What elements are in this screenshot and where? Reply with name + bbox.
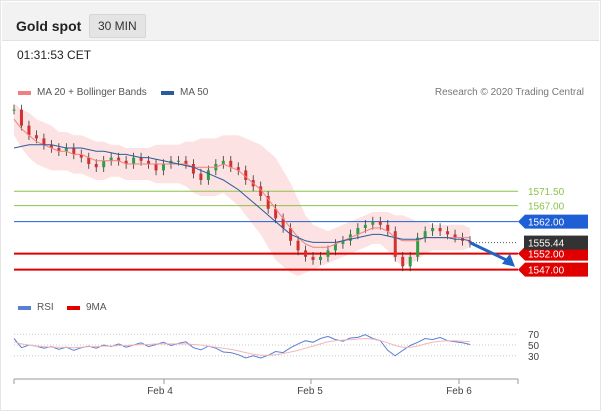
candle-body bbox=[206, 170, 210, 180]
candle-body bbox=[147, 160, 151, 164]
candle-body bbox=[274, 208, 278, 219]
ma20-swatch bbox=[18, 90, 31, 95]
candle-body bbox=[27, 125, 31, 136]
credit-text: Research © 2020 Trading Central bbox=[434, 87, 584, 98]
candle-body bbox=[333, 244, 337, 251]
candle-body bbox=[124, 160, 128, 164]
candle-body bbox=[199, 173, 203, 180]
candle-body bbox=[154, 164, 158, 171]
rsi-tick-label: 30 bbox=[528, 352, 540, 363]
last-price-label: 1555.44 bbox=[528, 239, 565, 250]
ma9-swatch bbox=[67, 305, 80, 310]
candle-body bbox=[446, 231, 450, 235]
candle-body bbox=[12, 109, 16, 111]
legend-ma9: 9MA bbox=[67, 302, 107, 313]
candle-body bbox=[42, 138, 46, 145]
timestamp: 01:31:53 CET bbox=[17, 48, 92, 62]
level-tag bbox=[518, 214, 588, 229]
level-label: 1571.50 bbox=[528, 187, 565, 198]
candle-body bbox=[401, 256, 405, 267]
bollinger-band bbox=[14, 103, 470, 276]
candle-body bbox=[393, 231, 397, 257]
candle-body bbox=[236, 167, 240, 171]
level-tag bbox=[518, 246, 588, 261]
level-label: 1547.00 bbox=[528, 266, 565, 277]
candle-body bbox=[34, 135, 38, 139]
candle-body bbox=[371, 221, 375, 225]
rsi-swatch bbox=[18, 305, 31, 310]
ma50-swatch bbox=[161, 90, 174, 95]
rsi-ma9-line bbox=[13, 337, 471, 356]
candle-body bbox=[184, 160, 188, 164]
candle-body bbox=[132, 157, 136, 164]
candle-body bbox=[468, 240, 472, 243]
candle-body bbox=[117, 157, 121, 161]
candle-body bbox=[176, 160, 180, 162]
candle-body bbox=[162, 164, 166, 171]
level-tag bbox=[518, 262, 588, 277]
level-label: 1552.00 bbox=[528, 250, 565, 261]
rsi-tick-label: 50 bbox=[528, 341, 540, 352]
rsi-line bbox=[13, 334, 471, 359]
legend-ma9-label: 9MA bbox=[86, 302, 107, 313]
level-label: 1567.00 bbox=[528, 202, 565, 213]
candle-body bbox=[408, 256, 412, 267]
level-label: 1562.00 bbox=[528, 218, 565, 229]
candle-body bbox=[318, 256, 322, 260]
legend-rsi-label: RSI bbox=[37, 302, 54, 313]
candle-body bbox=[304, 250, 308, 257]
candle-body bbox=[191, 164, 195, 174]
candle-body bbox=[49, 144, 53, 148]
x-tick-label: Feb 5 bbox=[297, 386, 323, 397]
candle-body bbox=[57, 148, 61, 152]
candle-body bbox=[311, 256, 315, 260]
legend-ma50: MA 50 bbox=[161, 87, 208, 98]
candle-body bbox=[266, 196, 270, 209]
timeframe-selector[interactable]: 30 MIN bbox=[89, 14, 146, 38]
candle-body bbox=[281, 218, 285, 228]
candle-body bbox=[139, 157, 143, 161]
candle-body bbox=[64, 148, 68, 152]
candle-body bbox=[341, 240, 345, 244]
candle-body bbox=[438, 228, 442, 232]
legend-ma50-label: MA 50 bbox=[180, 87, 209, 98]
legend-rsi: RSI bbox=[18, 302, 54, 313]
last-price-tag bbox=[524, 235, 588, 250]
instrument-title: Gold spot bbox=[16, 18, 82, 34]
forecast-arrow bbox=[469, 241, 507, 262]
ma50-line bbox=[13, 144, 471, 243]
candle-body bbox=[356, 228, 360, 235]
forecast-arrow-head bbox=[502, 253, 515, 267]
candle-body bbox=[19, 109, 23, 126]
candle-body bbox=[423, 231, 427, 238]
candle-body bbox=[378, 221, 382, 225]
candle-body bbox=[87, 157, 91, 164]
candle-body bbox=[109, 157, 113, 161]
candle-body bbox=[259, 186, 263, 196]
candle-body bbox=[453, 234, 457, 238]
rsi-tick-label: 70 bbox=[528, 330, 540, 341]
candle-body bbox=[326, 250, 330, 257]
x-tick-label: Feb 6 bbox=[446, 386, 472, 397]
candle-body bbox=[363, 224, 367, 228]
candle-body bbox=[229, 160, 233, 168]
candle-body bbox=[386, 224, 390, 232]
candle-body bbox=[79, 154, 83, 158]
candle-body bbox=[102, 160, 106, 168]
widget-header: Gold spot 30 MIN bbox=[2, 2, 599, 41]
candle-body bbox=[72, 148, 76, 155]
candle-body bbox=[416, 237, 420, 257]
legend-ma20-label: MA 20 + Bollinger Bands bbox=[37, 87, 147, 98]
legend-ma20: MA 20 + Bollinger Bands bbox=[18, 87, 147, 98]
candle-body bbox=[221, 160, 225, 164]
candle-body bbox=[94, 164, 98, 168]
ma20-line bbox=[13, 118, 470, 248]
x-tick-label: Feb 4 bbox=[147, 386, 173, 397]
candle-body bbox=[296, 240, 300, 251]
candle-body bbox=[244, 170, 248, 180]
candle-body bbox=[431, 228, 435, 232]
